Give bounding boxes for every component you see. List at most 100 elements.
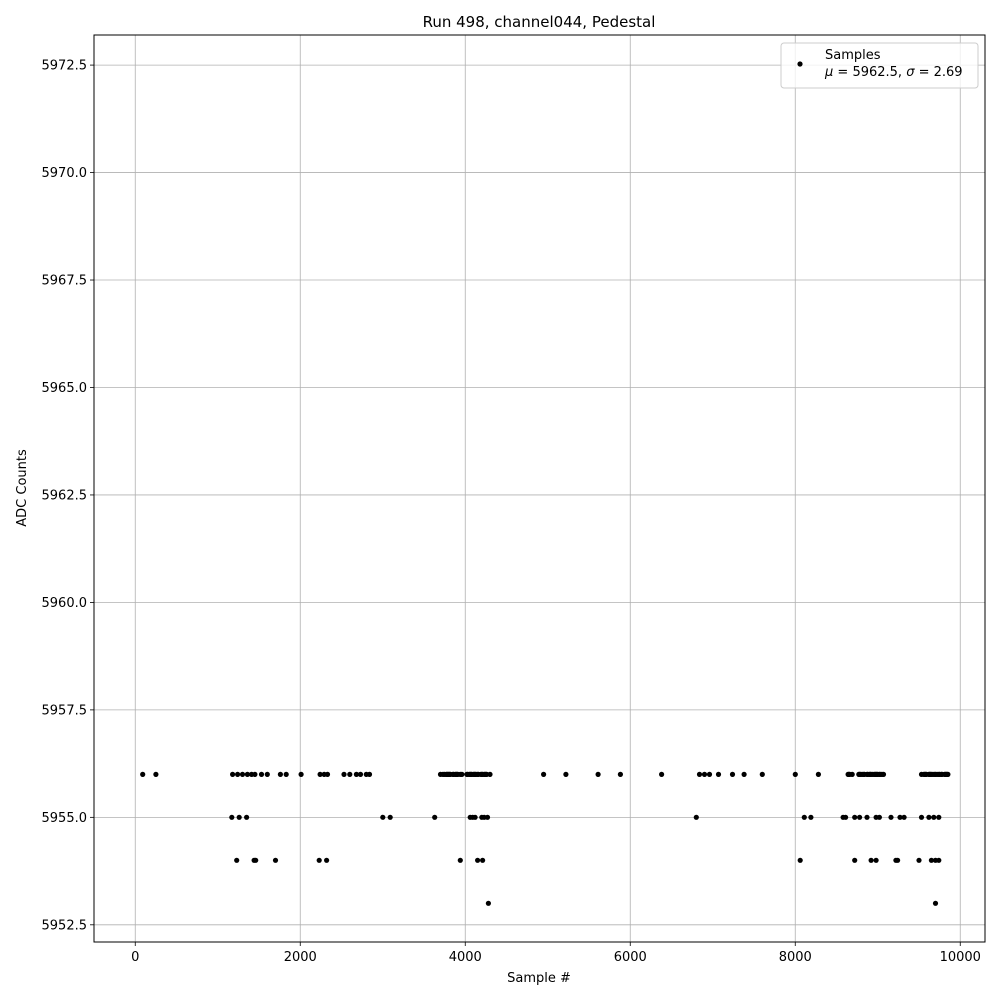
- data-point: [140, 771, 146, 778]
- data-point: [472, 814, 478, 820]
- data-point: [873, 857, 879, 863]
- x-tick-label: 6000: [614, 950, 647, 965]
- data-point: [380, 814, 386, 820]
- data-point: [936, 857, 942, 863]
- data-point: [888, 814, 894, 820]
- y-axis: 5952.5 5955.0 5957.5 5960.0 5962.5 5965.0 5967…: [42, 59, 94, 933]
- data-point: [541, 771, 547, 778]
- data-point: [815, 771, 822, 778]
- legend-stats-sigma-symbol: σ: [906, 65, 915, 80]
- data-point: [916, 857, 922, 863]
- data-point: [253, 857, 259, 863]
- data-point: [258, 771, 265, 778]
- data-point: [366, 771, 373, 778]
- data-point: [324, 771, 331, 778]
- legend-series-stats: μ = 5962.5, σ = 2.69: [824, 65, 963, 80]
- data-point: [801, 814, 807, 820]
- data-point: [936, 814, 942, 820]
- legend-series-name: Samples: [825, 48, 881, 63]
- data-point: [808, 814, 814, 820]
- data-point: [357, 771, 364, 778]
- data-point: [797, 857, 803, 863]
- data-point: [353, 771, 359, 778]
- data-point: [229, 814, 235, 820]
- data-point: [857, 814, 863, 820]
- data-point: [347, 771, 353, 778]
- data-point: [843, 814, 849, 820]
- data-point: [387, 814, 393, 820]
- data-point: [264, 771, 270, 778]
- data-point: [918, 814, 925, 820]
- data-point: [595, 771, 601, 778]
- y-tick-label: 5962.5: [42, 488, 88, 503]
- plot-frame: [93, 34, 986, 943]
- x-axis: 0 2000 4000 6000 8000 10000: [131, 942, 981, 965]
- y-axis-label: ADC Counts: [15, 449, 30, 527]
- legend: Samples μ = 5962.5, σ = 2.69: [780, 42, 979, 89]
- x-tick-label: 0: [131, 950, 139, 965]
- data-point: [484, 814, 491, 820]
- data-point: [283, 771, 289, 778]
- data-point: [487, 771, 493, 778]
- y-tick-label: 5957.5: [42, 703, 88, 718]
- data-point: [244, 814, 250, 820]
- data-point: [928, 857, 935, 863]
- data-point: [715, 771, 722, 778]
- data-point: [277, 771, 283, 778]
- data-point: [693, 814, 699, 820]
- data-point: [235, 771, 241, 778]
- data-point: [459, 771, 465, 778]
- data-point: [239, 771, 246, 778]
- x-axis-label: Sample #: [507, 971, 571, 986]
- data-point: [706, 771, 713, 778]
- data-point: [432, 814, 438, 820]
- data-point: [759, 771, 765, 778]
- data-point: [876, 814, 883, 820]
- data-point: [864, 814, 870, 820]
- data-point: [153, 771, 159, 778]
- legend-stats-sigma-value: = 2.69: [914, 65, 962, 80]
- data-point: [475, 857, 481, 863]
- data-point: [729, 771, 736, 778]
- data-point: [701, 771, 708, 778]
- data-point: [659, 771, 665, 778]
- data-point: [696, 771, 703, 778]
- y-tick-label: 5960.0: [42, 596, 88, 611]
- x-tick-label: 8000: [779, 950, 812, 965]
- grid: [94, 35, 985, 942]
- data-points: [140, 771, 951, 906]
- data-point: [945, 771, 951, 778]
- chart-title: Run 498, channel044, Pedestal: [423, 13, 656, 31]
- data-point: [252, 771, 258, 778]
- data-point: [895, 857, 901, 863]
- data-point: [852, 814, 858, 820]
- x-tick-label: 10000: [940, 950, 981, 965]
- data-point: [901, 814, 907, 820]
- data-point: [272, 857, 279, 863]
- legend-stats-mean: = 5962.5,: [833, 65, 906, 80]
- data-point: [880, 771, 887, 778]
- x-tick-label: 2000: [284, 950, 317, 965]
- data-point: [236, 814, 242, 820]
- y-tick-label: 5972.5: [42, 59, 88, 74]
- data-point: [244, 771, 250, 778]
- legend-marker: [797, 61, 803, 67]
- data-point: [741, 771, 747, 778]
- data-point: [792, 771, 798, 778]
- data-point: [897, 814, 903, 820]
- data-point: [480, 857, 486, 863]
- data-point: [341, 771, 347, 778]
- y-tick-label: 5967.5: [42, 274, 88, 289]
- data-point: [617, 771, 624, 778]
- data-point: [932, 900, 939, 906]
- y-tick-label: 5955.0: [42, 811, 88, 826]
- data-point: [457, 857, 463, 863]
- data-point: [317, 771, 323, 778]
- y-tick-label: 5952.5: [42, 918, 88, 933]
- data-point: [926, 814, 932, 820]
- data-point: [234, 857, 240, 863]
- x-tick-label: 4000: [449, 950, 482, 965]
